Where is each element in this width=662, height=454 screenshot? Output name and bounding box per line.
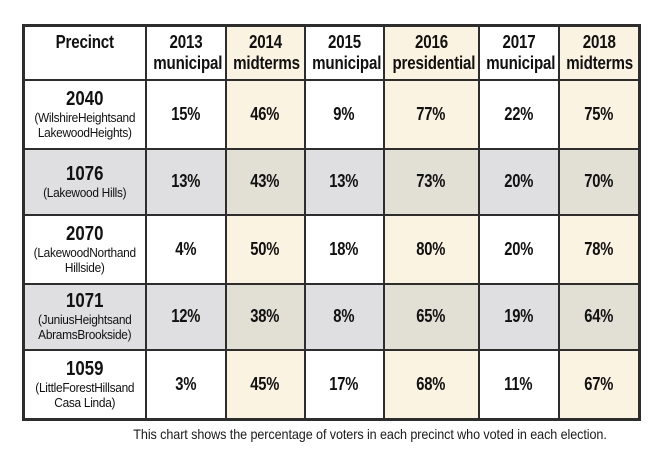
table-row-2040: 2040 (WilshireHeightsand LakewoodHeights… — [22, 78, 641, 150]
table-row-1071: 1071 (JuniusHeightsand AbramsBrookside) … — [22, 282, 641, 351]
chart-caption: This chart shows the percentage of voter… — [39, 426, 662, 443]
column-header-2013-municipal: 2013 municipal — [144, 24, 227, 81]
precinct-cell-1071: 1071 (JuniusHeightsand AbramsBrookside) — [22, 282, 147, 351]
value-cell: 13% — [144, 147, 227, 216]
column-header-2014-midterms: 2014 midterms — [224, 24, 306, 81]
value-cell: 68% — [382, 348, 480, 421]
table-row-2070: 2070 (LakewoodNorthand Hillside) 4% 50% … — [22, 213, 641, 285]
value-cell: 17% — [303, 348, 385, 421]
column-kind: municipal — [485, 53, 555, 73]
value-cell: 45% — [224, 348, 306, 421]
value-cell: 12% — [144, 282, 227, 351]
precinct-area-line: AbramsBrookside) — [38, 328, 132, 342]
value-cell: 11% — [477, 348, 560, 421]
precinct-area-line: Casa Linda) — [54, 395, 116, 410]
precinct-number: 2040 — [66, 87, 104, 110]
value-cell: 75% — [557, 78, 641, 150]
precinct-cell-1076: 1076 (Lakewood Hills) — [22, 147, 147, 216]
precinct-cell-2040: 2040 (WilshireHeightsand LakewoodHeights… — [22, 78, 147, 150]
value-cell: 67% — [557, 348, 641, 421]
value-cell: 65% — [382, 282, 480, 351]
column-year: 2013 — [169, 32, 202, 52]
precinct-area-line: (JuniusHeightsand — [37, 313, 132, 327]
value-cell: 73% — [382, 147, 480, 216]
value-cell: 9% — [303, 78, 385, 150]
chart-caption-text: This chart shows the percentage of voter… — [133, 426, 607, 442]
column-header-2018-midterms: 2018 midterms — [557, 24, 641, 81]
precinct-area-line: (WilshireHeightsand — [34, 110, 136, 125]
value-cell: 50% — [224, 213, 306, 285]
column-kind: municipal — [311, 53, 381, 73]
value-cell: 64% — [557, 282, 641, 351]
value-cell: 80% — [382, 213, 480, 285]
value-cell: 4% — [144, 213, 227, 285]
precinct-area-line: (LakewoodNorthand — [33, 245, 136, 260]
value-cell: 20% — [477, 147, 560, 216]
value-cell: 46% — [224, 78, 306, 150]
column-year: 2015 — [327, 32, 361, 52]
value-cell: 8% — [303, 282, 385, 351]
table-row-1076: 1076 (Lakewood Hills) 13% 43% 13% 73% 20… — [22, 147, 641, 216]
column-year: 2017 — [502, 32, 535, 52]
value-cell: 38% — [224, 282, 306, 351]
value-cell: 18% — [303, 213, 385, 285]
value-cell: 19% — [477, 282, 560, 351]
column-year: 2018 — [582, 32, 616, 52]
column-kind: municipal — [152, 53, 222, 73]
value-cell: 70% — [557, 147, 641, 216]
precinct-number: 1071 — [66, 290, 104, 312]
value-cell: 43% — [224, 147, 306, 216]
column-year: 2016 — [414, 32, 448, 52]
value-cell: 77% — [382, 78, 480, 150]
precinct-number: 2070 — [66, 222, 104, 245]
value-cell: 78% — [557, 213, 641, 285]
table-row-1059: 1059 (LittleForestHillsand Casa Linda) 3… — [22, 348, 641, 421]
column-year: 2014 — [248, 32, 282, 52]
precinct-area-line: (Lakewood Hills) — [43, 185, 127, 200]
column-header-2015-municipal: 2015 municipal — [303, 24, 385, 81]
column-header-2016-presidential: 2016 presidential — [382, 24, 480, 81]
precinct-number: 1059 — [66, 357, 104, 380]
header-row: Precinct 2013 municipal 2014 midterms 20… — [22, 24, 641, 81]
value-cell: 3% — [144, 348, 227, 421]
value-cell: 22% — [477, 78, 560, 150]
precinct-cell-1059: 1059 (LittleForestHillsand Casa Linda) — [22, 348, 147, 421]
precinct-area-line: (LittleForestHillsand — [35, 380, 135, 395]
value-cell: 15% — [144, 78, 227, 150]
column-kind: presidential — [391, 53, 475, 73]
turnout-table: Precinct 2013 municipal 2014 midterms 20… — [22, 24, 641, 421]
precinct-area-line: LakewoodHeights) — [37, 125, 132, 140]
precinct-header-label: Precinct — [55, 32, 114, 52]
column-kind: midterms — [232, 53, 300, 73]
value-cell: 20% — [477, 213, 560, 285]
column-header-2017-municipal: 2017 municipal — [477, 24, 560, 81]
column-header-precinct: Precinct — [22, 24, 147, 81]
precinct-area-line: Hillside) — [64, 260, 105, 275]
column-kind: midterms — [565, 53, 633, 73]
value-cell: 13% — [303, 147, 385, 216]
precinct-cell-2070: 2070 (LakewoodNorthand Hillside) — [22, 213, 147, 285]
precinct-number: 1076 — [66, 162, 104, 185]
